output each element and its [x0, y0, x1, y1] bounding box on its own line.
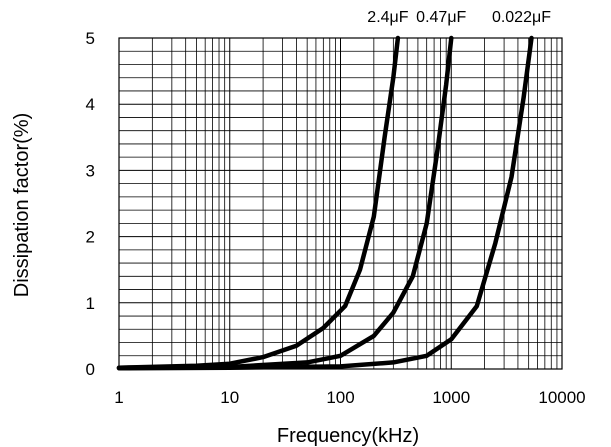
series-line-1: [116, 35, 401, 370]
y-tick-labels: 0 1 2 3 4 5: [86, 29, 95, 379]
series-line-3: [116, 35, 534, 371]
series-line-2: [116, 35, 454, 370]
x-tick-label: 1: [114, 388, 123, 407]
series-labels: 2.4μF 0.47μF 0.022μF: [367, 9, 551, 26]
x-tick-label: 1000: [432, 388, 470, 407]
x-tick-labels: 1 10 100 1000 10000: [114, 388, 585, 407]
x-tick-label: 10000: [538, 388, 585, 407]
series-label-3: 0.022μF: [492, 9, 551, 26]
x-tick-label: 10: [220, 388, 239, 407]
x-tick-label: 100: [326, 388, 354, 407]
y-tick-label: 4: [86, 95, 95, 114]
y-tick-label: 0: [86, 360, 95, 379]
grid: [118, 37, 563, 370]
series-label-2: 0.47μF: [416, 9, 466, 26]
y-axis-label: Dissipation factor(%): [11, 113, 33, 298]
y-tick-label: 1: [86, 294, 95, 313]
y-tick-label: 2: [86, 228, 95, 247]
series-label-1: 2.4μF: [367, 9, 408, 26]
curves: [116, 35, 534, 371]
plot-frame: [118, 37, 563, 370]
y-tick-label: 3: [86, 161, 95, 180]
x-axis-label: Frequency(kHz): [277, 425, 419, 447]
y-tick-label: 5: [86, 29, 95, 48]
